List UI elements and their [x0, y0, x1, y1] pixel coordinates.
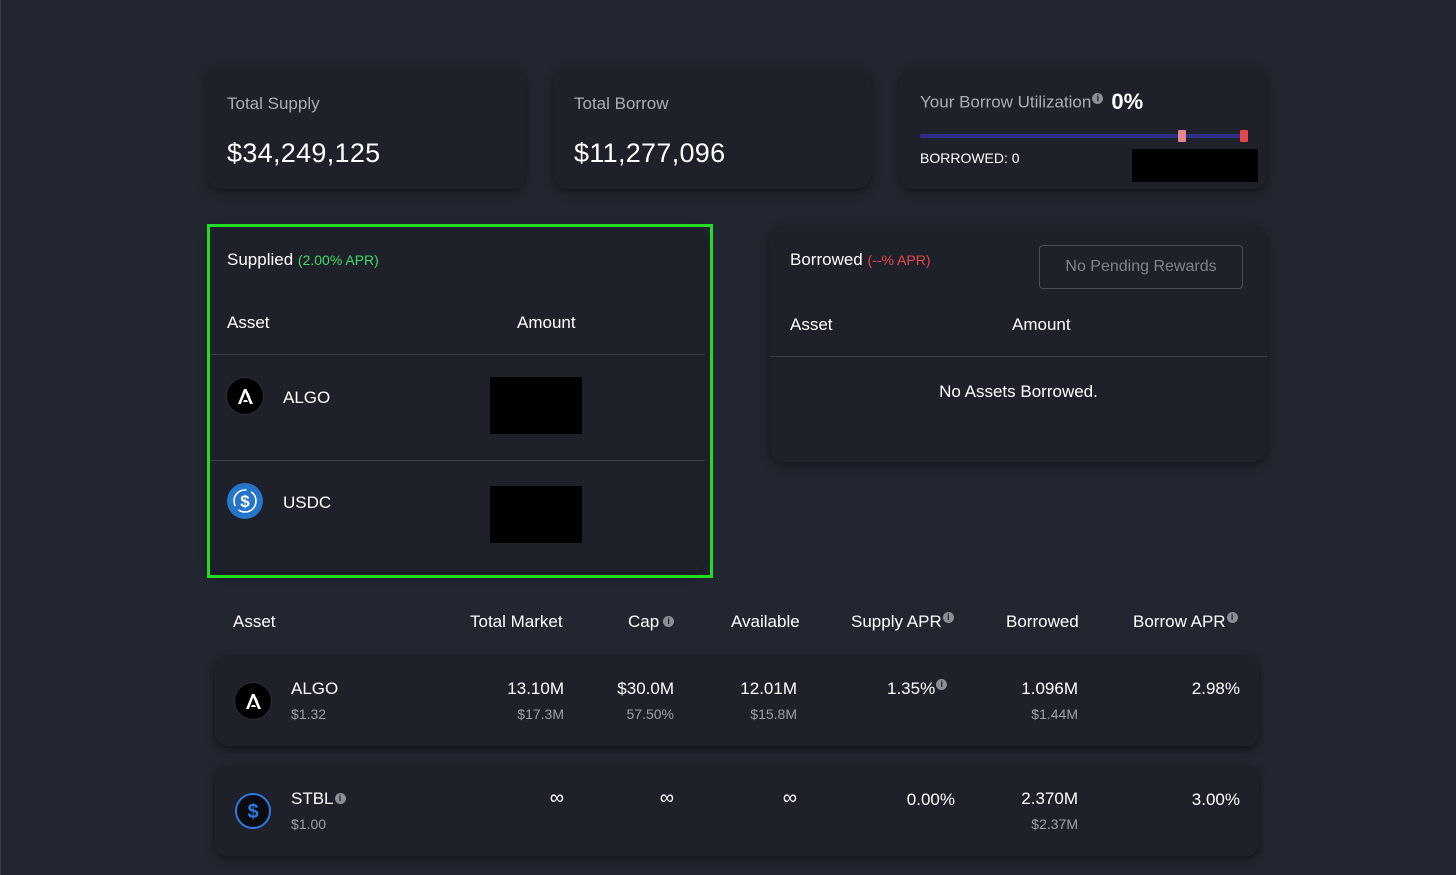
total-supply-card: Total Supply $34,249,125: [207, 68, 525, 189]
borrowed-amount-label: BORROWED: 0: [920, 150, 1020, 166]
asset-name: USDC: [283, 493, 332, 512]
borrowed-title-text: Borrowed: [790, 250, 863, 269]
utilization-heading: Your Borrow Utilization i 0%: [920, 89, 1144, 116]
redacted-block: [490, 377, 582, 434]
supply-apr-value: 0.00%: [906, 790, 955, 809]
market-col-borrow-apr: Borrow APR i: [1133, 612, 1238, 632]
market-col-total-market: Total Market: [470, 612, 563, 631]
borrowed-panel: Borrowed (--% APR) No Pending Rewards As…: [770, 226, 1267, 462]
cap-value: $30.0M: [617, 679, 674, 698]
highlight-box: [207, 224, 713, 578]
supplied-row[interactable]: ALGO: [209, 355, 705, 460]
svg-text:$: $: [247, 801, 258, 823]
svg-text:$: $: [240, 492, 250, 511]
market-col-supply-apr-text: Supply APR: [851, 612, 942, 631]
total-borrow-card: Total Borrow $11,277,096: [554, 68, 871, 189]
borrowed-usd: $2.37M: [1031, 816, 1078, 832]
borrow-utilization-card: Your Borrow Utilization i 0% BORROWED: 0: [900, 68, 1267, 189]
cap-percent: 57.50%: [626, 706, 674, 722]
info-icon[interactable]: i: [1092, 92, 1104, 104]
total-supply-value: $34,249,125: [227, 138, 381, 168]
utilization-label: Your Borrow Utilization: [920, 92, 1092, 112]
market-asset-price: $1.00: [291, 816, 327, 832]
borrowed-value: 1.096M: [1021, 679, 1078, 698]
market-asset-name: ALGO: [291, 679, 339, 698]
no-pending-rewards-button[interactable]: No Pending Rewards: [1039, 245, 1243, 289]
supplied-col-amount: Amount: [517, 313, 576, 332]
borrow-apr-value: 3.00%: [1191, 790, 1240, 809]
market-row-algo[interactable]: ALGO $1.32 13.10M $17.3M $30.0M 57.50% 1…: [215, 656, 1259, 746]
borrowed-value: 2.370M: [1021, 789, 1078, 808]
utilization-value: 0%: [1111, 89, 1144, 114]
info-icon[interactable]: i: [334, 793, 346, 805]
borrow-apr-value: 2.98%: [1191, 679, 1240, 698]
total-borrow-label: Total Borrow: [574, 94, 669, 113]
supplied-panel: Supplied (2.00% APR) Asset Amount ALGO $…: [209, 226, 705, 572]
market-asset-name: STBL i: [291, 789, 346, 809]
total-market-value: ∞: [549, 787, 564, 809]
available-value: ∞: [782, 787, 797, 809]
info-icon[interactable]: i: [942, 612, 954, 624]
usdc-icon: $: [227, 483, 263, 519]
divider: [209, 354, 705, 355]
redacted-block: [1132, 149, 1258, 182]
market-asset-name-text: STBL: [291, 789, 334, 808]
redacted-block: [490, 486, 582, 543]
borrowed-usd: $1.44M: [1031, 706, 1078, 722]
supply-apr-text: 1.35%: [887, 679, 936, 698]
total-supply-label: Total Supply: [227, 94, 320, 113]
market-col-asset: Asset: [233, 612, 276, 631]
divider: [770, 356, 1267, 357]
borrowed-apr: (--% APR): [867, 252, 931, 268]
total-market-usd: $17.3M: [517, 706, 564, 722]
market-col-cap-text: Cap: [628, 612, 660, 631]
supplied-title-text: Supplied: [227, 250, 294, 269]
supply-apr-value: 1.35% i: [887, 679, 948, 699]
available-usd: $15.8M: [750, 706, 797, 722]
supplied-apr: (2.00% APR): [297, 252, 379, 268]
stbl-icon: $: [235, 793, 271, 829]
market-col-borrow-apr-text: Borrow APR: [1133, 612, 1226, 631]
algo-icon: [227, 378, 263, 414]
available-value: 12.01M: [740, 679, 797, 698]
divider: [209, 460, 705, 461]
total-market-value: 13.10M: [507, 679, 564, 698]
supplied-col-asset: Asset: [227, 313, 270, 332]
borrowed-col-asset: Asset: [790, 315, 833, 334]
utilization-threshold-marker: [1178, 130, 1186, 142]
borrowed-col-amount: Amount: [1012, 315, 1071, 334]
market-col-cap: Cap i: [628, 612, 675, 632]
left-edge: [0, 0, 1, 875]
total-borrow-value: $11,277,096: [574, 138, 726, 168]
asset-name: ALGO: [283, 388, 331, 407]
market-col-available: Available: [731, 612, 800, 631]
market-asset-price: $1.32: [291, 706, 327, 722]
supplied-row[interactable]: $ USDC: [209, 461, 705, 566]
borrowed-title: Borrowed (--% APR): [790, 250, 931, 270]
utilization-bar: [920, 130, 1248, 142]
market-col-borrowed: Borrowed: [1006, 612, 1079, 631]
utilization-limit-marker: [1240, 130, 1248, 142]
no-assets-borrowed-text: No Assets Borrowed.: [939, 382, 1098, 401]
info-icon[interactable]: i: [1226, 612, 1238, 624]
algo-icon: [235, 683, 271, 719]
market-col-supply-apr: Supply APR i: [851, 612, 954, 632]
cap-value: ∞: [659, 787, 674, 809]
market-row-stbl[interactable]: $ STBL i $1.00 ∞ ∞ ∞ 0.00% 2.370M $2.37M …: [215, 766, 1259, 856]
info-icon[interactable]: i: [936, 679, 948, 691]
info-icon[interactable]: i: [663, 616, 675, 628]
supplied-title: Supplied (2.00% APR): [227, 250, 379, 270]
